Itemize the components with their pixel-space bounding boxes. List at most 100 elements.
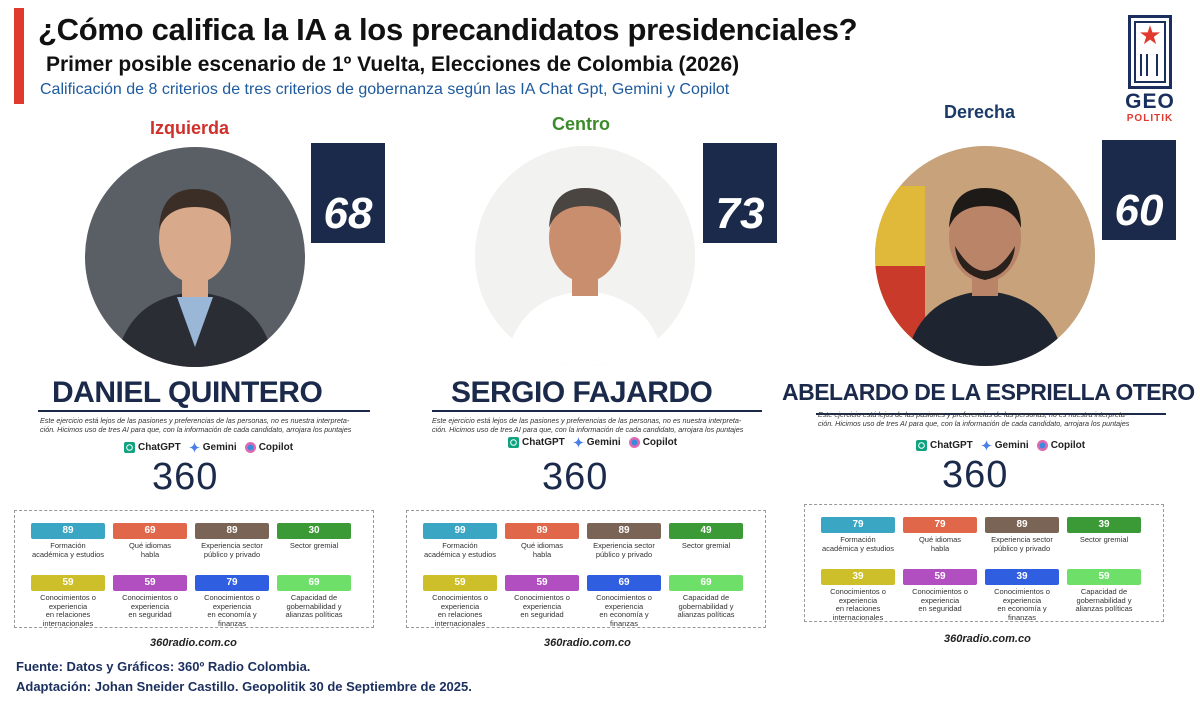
criterion-item: 59 Conocimientos o experiencia en relacio… bbox=[31, 575, 105, 628]
criterion-score: 79 bbox=[821, 517, 895, 533]
criterion-score: 59 bbox=[1067, 569, 1141, 585]
disclaimer-note: Este ejercicio está lejos de las pasione… bbox=[818, 410, 1129, 428]
criterion-score: 69 bbox=[277, 575, 351, 591]
name-underline bbox=[816, 413, 1166, 415]
criterion-label-line-1: Conocimientos o experiencia bbox=[204, 593, 260, 611]
source-website: 360radio.com.co bbox=[944, 633, 1031, 645]
criterion-score: 59 bbox=[31, 575, 105, 591]
criterion-item: 39 Conocimientos o experiencia en economí… bbox=[985, 569, 1059, 622]
criterion-label-line-1: Sector gremial bbox=[681, 541, 731, 550]
criterion-item: 79 Conocimientos o experiencia en economí… bbox=[195, 575, 269, 628]
criterion-label: Conocimientos o experiencia en relaciones… bbox=[821, 587, 895, 622]
criterion-label-line-1: Qué idiomas bbox=[128, 541, 172, 550]
criterion-label: Conocimientos o experiencia en seguridad bbox=[903, 587, 977, 614]
criterion-item: 89 Qué idiomas habla bbox=[505, 523, 579, 559]
ai-tool: ChatGPT bbox=[124, 442, 181, 453]
criterion-item: 79 Formación académica y estudios bbox=[821, 517, 895, 553]
source-website: 360radio.com.co bbox=[544, 637, 631, 649]
ai-tool: Copilot bbox=[628, 437, 677, 448]
gemini-icon bbox=[188, 442, 200, 453]
criterion-label-line-1: Experiencia sector bbox=[201, 541, 263, 550]
criterion-score: 69 bbox=[113, 523, 187, 539]
criterion-label-line-2: en seguridad bbox=[520, 610, 564, 619]
ai-tool-label: Gemini bbox=[586, 437, 621, 448]
criterion-label: Conocimientos o experiencia en economía y… bbox=[195, 593, 269, 628]
footer-adaptation: Adaptación: Johan Sneider Castillo. Geop… bbox=[16, 679, 472, 694]
criterion-label: Conocimientos o experiencia en seguridad bbox=[113, 593, 187, 620]
chatgpt-icon bbox=[124, 442, 135, 453]
criterion-score: 89 bbox=[505, 523, 579, 539]
criterion-label-line-2: en relaciones internacionales bbox=[832, 604, 884, 622]
political-group-label: Derecha bbox=[944, 102, 1016, 122]
criterion-item: 89 Experiencia sector público y privado bbox=[985, 517, 1059, 553]
criterion-item: 59 Conocimientos o experiencia en segurid… bbox=[903, 569, 977, 614]
ai-tool-label: Copilot bbox=[1050, 440, 1086, 451]
chatgpt-icon bbox=[916, 440, 927, 451]
criterion-label: Formación académica y estudios bbox=[31, 541, 105, 559]
geopolitik-logo: ★ GEO POLITIK bbox=[1124, 15, 1176, 124]
criterion-item: 59 Conocimientos o experiencia en relacio… bbox=[423, 575, 497, 628]
candidate-photo bbox=[85, 147, 305, 367]
candidate-score: 73 bbox=[703, 143, 777, 243]
criterion-score: 79 bbox=[903, 517, 977, 533]
criterion-item: 39 Conocimientos o experiencia en relacio… bbox=[821, 569, 895, 622]
criterion-label: Experiencia sector público y privado bbox=[587, 541, 661, 559]
criterion-label: Sector gremial bbox=[1067, 535, 1141, 545]
ai-tool: Copilot bbox=[244, 442, 293, 453]
copilot-icon bbox=[1036, 440, 1048, 451]
brand-360: 360 bbox=[152, 456, 219, 498]
criterion-label: Conocimientos o experiencia en relaciones… bbox=[31, 593, 105, 628]
criterion-label-line-1: Formación bbox=[442, 541, 478, 550]
name-underline bbox=[432, 410, 762, 412]
criterion-score: 89 bbox=[31, 523, 105, 539]
criterion-score: 79 bbox=[195, 575, 269, 591]
criterion-item: 89 Experiencia sector público y privado bbox=[195, 523, 269, 559]
criterion-item: 69 Qué idiomas habla bbox=[113, 523, 187, 559]
disclaimer-note: Este ejercicio está lejos de las pasione… bbox=[432, 416, 743, 434]
criterion-label-line-2: público y privado bbox=[595, 549, 653, 559]
criterion-label-line-1: Capacidad de bbox=[682, 593, 730, 602]
criterion-item: 30 Sector gremial bbox=[277, 523, 351, 551]
ai-tool: Gemini bbox=[980, 440, 1029, 451]
criterion-label-line-2: en economía y finanzas bbox=[207, 610, 257, 628]
criterion-score: 39 bbox=[821, 569, 895, 585]
criterion-label: Capacidad de gobernabilidad y alianzas po… bbox=[277, 593, 351, 620]
criterion-score: 30 bbox=[277, 523, 351, 539]
criterion-item: 59 Conocimientos o experiencia en segurid… bbox=[505, 575, 579, 620]
candidate-score: 68 bbox=[311, 143, 385, 243]
criterion-label: Conocimientos o experiencia en relaciones… bbox=[423, 593, 497, 628]
ai-tools-row: ChatGPT Gemini Copilot bbox=[124, 442, 293, 453]
criterion-label: Qué idiomas habla bbox=[505, 541, 579, 559]
criterion-score: 89 bbox=[985, 517, 1059, 533]
criterion-label-line-2: habla bbox=[532, 549, 552, 559]
criterion-label-line-1: Qué idiomas bbox=[520, 541, 564, 550]
criterion-label-line-1: Formación bbox=[840, 535, 876, 544]
criterion-label-line-2: en economía y finanzas bbox=[599, 610, 649, 628]
ai-tools-row: ChatGPT Gemini Copilot bbox=[916, 440, 1085, 451]
criterion-label-line-1: Conocimientos o experiencia bbox=[432, 593, 488, 611]
criterion-label: Qué idiomas habla bbox=[113, 541, 187, 559]
criterion-item: 79 Qué idiomas habla bbox=[903, 517, 977, 553]
candidate-name: ABELARDO DE LA ESPRIELLA OTERO bbox=[782, 379, 1195, 405]
criterion-label-line-1: Conocimientos o experiencia bbox=[912, 587, 968, 605]
criterion-item: 89 Formación académica y estudios bbox=[31, 523, 105, 559]
criteria-box: 79 Formación académica y estudios 79 Qué … bbox=[804, 504, 1164, 622]
criterion-label: Sector gremial bbox=[669, 541, 743, 551]
page-subtitle: Primer posible escenario de 1º Vuelta, E… bbox=[46, 53, 740, 76]
criterion-label-line-2: público y privado bbox=[203, 549, 261, 559]
criterion-label-line-2: en relaciones internacionales bbox=[434, 610, 486, 628]
criterion-item: 49 Sector gremial bbox=[669, 523, 743, 551]
criterion-label: Capacidad de gobernabilidad y alianzas po… bbox=[1067, 587, 1141, 614]
criterion-label-line-1: Capacidad de bbox=[290, 593, 338, 602]
criterion-label-line-2: habla bbox=[140, 549, 160, 559]
criterion-label-line-1: Experiencia sector bbox=[991, 535, 1053, 544]
criterion-label-line-1: Conocimientos o experiencia bbox=[596, 593, 652, 611]
criterion-label-line-1: Conocimientos o experiencia bbox=[40, 593, 96, 611]
criterion-label-line-1: Capacidad de bbox=[1080, 587, 1128, 596]
ai-tools-row: ChatGPT Gemini Copilot bbox=[508, 437, 677, 448]
star-icon: ★ bbox=[1138, 20, 1162, 50]
criterion-score: 59 bbox=[423, 575, 497, 591]
criterion-score: 89 bbox=[195, 523, 269, 539]
logo-emblem: ★ bbox=[1128, 15, 1172, 89]
criterion-label: Experiencia sector público y privado bbox=[195, 541, 269, 559]
